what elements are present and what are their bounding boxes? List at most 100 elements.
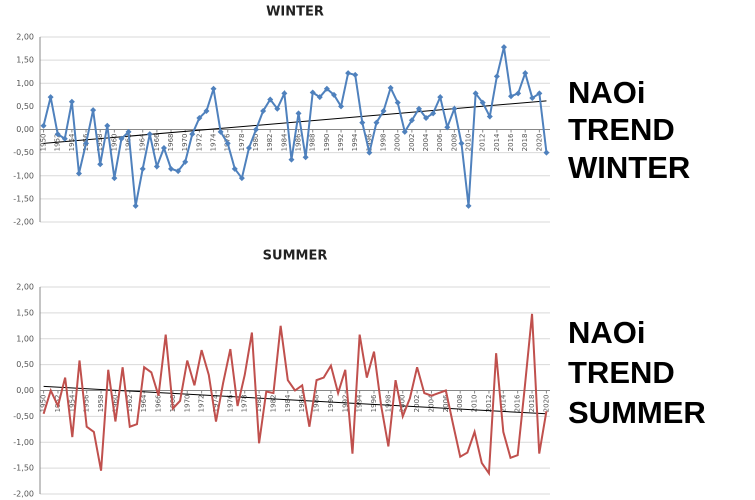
x-tick-label: 1962 bbox=[125, 134, 133, 152]
x-tick-label: 2004 bbox=[427, 394, 435, 412]
point bbox=[68, 98, 75, 105]
point bbox=[423, 114, 430, 121]
y-tick-label: 2,00 bbox=[16, 283, 34, 292]
x-tick-label: 1956 bbox=[83, 394, 91, 412]
point bbox=[83, 140, 90, 147]
point bbox=[139, 165, 146, 172]
x-tick-label: 1996 bbox=[365, 133, 373, 151]
point bbox=[75, 170, 82, 177]
x-tick-label: 1980 bbox=[252, 134, 260, 152]
x-tick-label: 1978 bbox=[241, 395, 249, 413]
point bbox=[508, 93, 515, 100]
series-line bbox=[42, 46, 548, 206]
y-tick-label: 1,50 bbox=[16, 308, 34, 317]
point bbox=[486, 113, 493, 120]
side-label: NAOi bbox=[568, 75, 646, 110]
point bbox=[260, 108, 267, 114]
point bbox=[366, 149, 373, 156]
x-tick-label: 1960 bbox=[110, 134, 118, 152]
side-label: NAOi bbox=[568, 315, 646, 350]
point bbox=[61, 135, 68, 142]
x-tick-label: 1984 bbox=[284, 394, 292, 412]
point bbox=[160, 145, 167, 151]
x-tick-label: 2012 bbox=[485, 395, 493, 413]
point bbox=[253, 126, 260, 133]
x-tick-label: 2018 bbox=[528, 395, 536, 413]
point bbox=[415, 105, 422, 112]
point bbox=[408, 117, 415, 124]
point bbox=[522, 70, 529, 77]
x-tick-label: 1960 bbox=[111, 395, 119, 413]
y-tick-label: 0,00 bbox=[16, 125, 34, 134]
x-tick-label: 2018 bbox=[521, 134, 529, 152]
point bbox=[529, 95, 536, 102]
y-tick-label: 0,50 bbox=[16, 102, 34, 111]
point bbox=[373, 119, 380, 126]
point bbox=[543, 149, 550, 156]
x-tick-label: 1972 bbox=[195, 134, 203, 152]
point bbox=[394, 99, 401, 106]
x-tick-label: 1990 bbox=[327, 395, 335, 413]
x-tick-label: 1970 bbox=[183, 395, 191, 413]
point bbox=[217, 128, 224, 135]
point bbox=[316, 94, 323, 101]
x-tick-label: 1992 bbox=[341, 395, 349, 413]
point bbox=[118, 135, 125, 142]
point bbox=[536, 90, 543, 97]
y-tick-label: 2,00 bbox=[16, 33, 34, 42]
x-tick-label: 1964 bbox=[139, 133, 147, 151]
side-label: SUMMER bbox=[568, 395, 706, 430]
x-tick-label: 1990 bbox=[323, 134, 331, 152]
y-tick-label: 1,00 bbox=[16, 334, 34, 343]
x-tick-label: 1966 bbox=[155, 394, 163, 412]
point bbox=[401, 128, 408, 135]
x-tick-label: 1998 bbox=[380, 134, 388, 152]
series-line bbox=[42, 313, 548, 477]
x-tick-label: 1976 bbox=[226, 394, 234, 412]
x-tick-label: 1984 bbox=[280, 133, 288, 151]
x-tick-label: 2006 bbox=[436, 133, 444, 151]
point bbox=[444, 124, 451, 131]
x-tick-label: 2020 bbox=[542, 395, 550, 413]
point bbox=[231, 165, 238, 172]
x-tick-label: 1958 bbox=[96, 134, 104, 152]
chart-title: WINTER bbox=[266, 5, 324, 20]
point bbox=[302, 154, 309, 161]
x-tick-label: 1992 bbox=[337, 134, 345, 152]
point bbox=[153, 163, 160, 170]
side-label: TREND bbox=[568, 355, 675, 390]
x-tick-label: 2008 bbox=[456, 395, 464, 413]
x-tick-label: 2000 bbox=[399, 395, 407, 413]
x-tick-label: 1970 bbox=[181, 134, 189, 152]
point bbox=[54, 131, 61, 138]
point bbox=[359, 119, 366, 126]
y-tick-label: 1,50 bbox=[16, 56, 34, 65]
point bbox=[40, 122, 47, 129]
y-tick-label: 0,50 bbox=[16, 360, 34, 369]
point bbox=[451, 105, 458, 112]
point bbox=[458, 140, 465, 147]
x-tick-label: 1974 bbox=[212, 394, 220, 412]
y-tick-label: -2,00 bbox=[13, 490, 34, 499]
x-tick-label: 1988 bbox=[313, 395, 321, 413]
point bbox=[281, 90, 288, 97]
point bbox=[132, 202, 139, 209]
point bbox=[175, 168, 182, 175]
point bbox=[97, 161, 104, 168]
y-tick-label: -1,50 bbox=[13, 464, 34, 473]
x-tick-label: 1972 bbox=[198, 395, 206, 413]
x-tick-label: 2016 bbox=[514, 394, 522, 412]
x-tick-label: 1966 bbox=[153, 133, 161, 151]
point bbox=[210, 85, 217, 92]
y-tick-label: -2,00 bbox=[13, 218, 34, 227]
point bbox=[430, 110, 437, 117]
point bbox=[309, 89, 316, 96]
x-tick-label: 2014 bbox=[493, 133, 501, 151]
side-label: TREND bbox=[568, 112, 675, 147]
x-tick-label: 2004 bbox=[422, 133, 430, 151]
point bbox=[238, 175, 245, 182]
x-tick-label: 2016 bbox=[507, 133, 515, 151]
trend-line bbox=[43, 385, 547, 415]
point bbox=[338, 103, 345, 110]
